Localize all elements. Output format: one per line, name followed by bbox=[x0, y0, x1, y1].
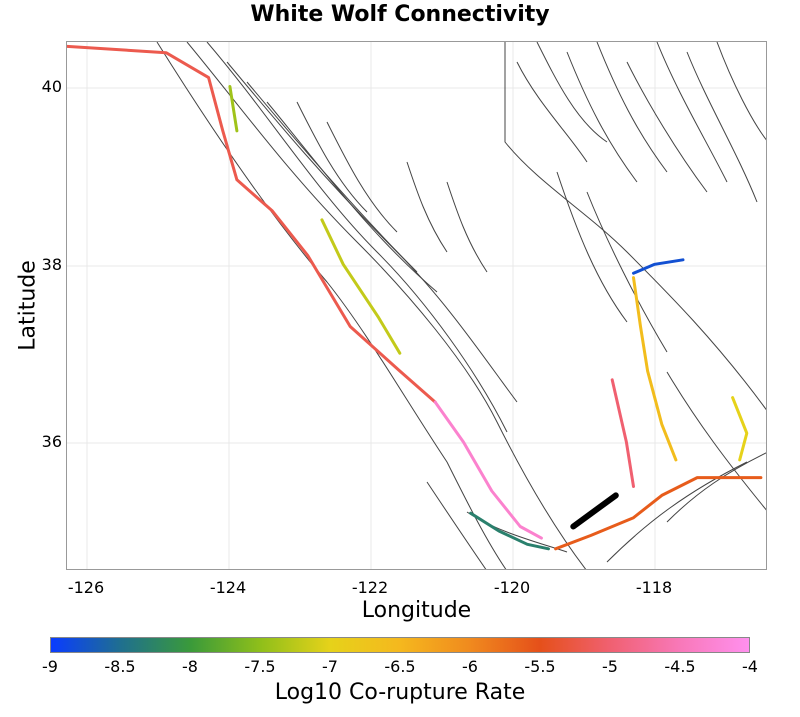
y-tick-label: 36 bbox=[41, 432, 62, 451]
colored-fault-trace bbox=[469, 511, 550, 551]
x-tick-label: -126 bbox=[67, 578, 105, 597]
colorbar-tick-label: -5.5 bbox=[524, 657, 556, 676]
map-title: White Wolf Connectivity bbox=[250, 2, 550, 27]
colored-faults bbox=[67, 44, 763, 551]
y-axis-label: Latitude bbox=[15, 260, 41, 351]
source-fault-white-wolf bbox=[570, 492, 619, 530]
colorbar-tick-label: -7 bbox=[322, 657, 338, 676]
colored-fault-trace bbox=[632, 276, 678, 462]
colorbar-tick-label: -8.5 bbox=[104, 657, 136, 676]
colored-fault-trace bbox=[67, 44, 437, 404]
colorbar-tick-label: -6.5 bbox=[384, 657, 416, 676]
colored-fault-trace bbox=[320, 218, 402, 355]
fault-map bbox=[67, 42, 766, 569]
colorbar bbox=[50, 637, 750, 653]
colored-fault-trace bbox=[433, 400, 543, 540]
colorbar-tick-label: -7.5 bbox=[244, 657, 276, 676]
colored-fault-trace bbox=[228, 85, 239, 133]
x-tick-label: -120 bbox=[493, 578, 531, 597]
colorbar-tick-label: -9 bbox=[42, 657, 58, 676]
grid-lines bbox=[67, 42, 766, 569]
colorbar-tick-label: -4 bbox=[742, 657, 758, 676]
colorbar-label: Log10 Co-rupture Rate bbox=[274, 680, 526, 705]
colored-fault-trace bbox=[632, 258, 685, 275]
colored-fault-trace bbox=[554, 476, 763, 551]
colored-fault-trace bbox=[610, 378, 635, 488]
map-plot-area[interactable] bbox=[66, 41, 767, 570]
colorbar-tick-label: -6 bbox=[462, 657, 478, 676]
background-faults bbox=[156, 42, 766, 569]
colorbar-tick-label: -8 bbox=[182, 657, 198, 676]
x-tick-label: -122 bbox=[351, 578, 389, 597]
colorbar-tick-label: -4.5 bbox=[664, 657, 696, 676]
x-axis-label: Longitude bbox=[361, 598, 472, 623]
x-tick-label: -118 bbox=[635, 578, 673, 597]
colored-fault-trace bbox=[731, 396, 749, 462]
x-tick-label: -124 bbox=[209, 578, 247, 597]
colorbar-tick-label: -5 bbox=[602, 657, 618, 676]
y-tick-label: 38 bbox=[41, 255, 62, 274]
y-tick-label: 40 bbox=[41, 77, 62, 96]
